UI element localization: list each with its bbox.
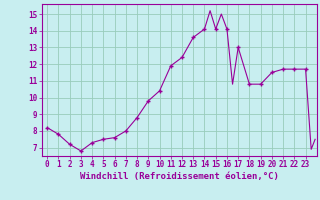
X-axis label: Windchill (Refroidissement éolien,°C): Windchill (Refroidissement éolien,°C) [80, 172, 279, 181]
